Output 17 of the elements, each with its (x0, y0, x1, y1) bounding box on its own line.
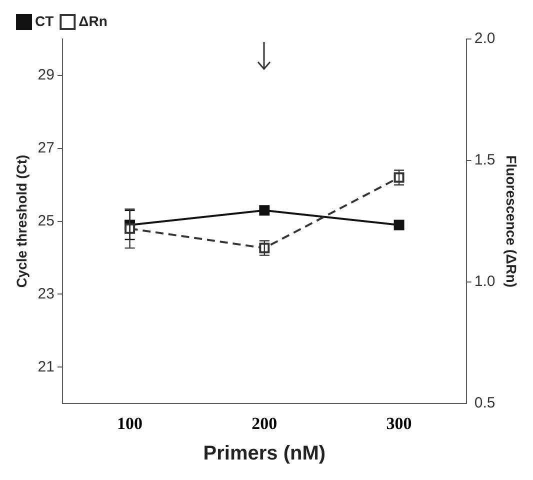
legend-label: ΔRn (78, 12, 108, 29)
y-tick-label: 27 (38, 140, 54, 157)
y2-tick-label: 1.0 (474, 273, 496, 290)
x-tick-label: 100 (117, 414, 143, 434)
y-axis-title: Cycle threshold (Ct) (13, 154, 30, 288)
y-tick-label: 23 (38, 285, 54, 302)
x-axis-title: Primers (nM) (203, 442, 326, 465)
y-tick-label: 25 (38, 212, 54, 230)
y2-tick-label: 0.5 (474, 394, 496, 412)
y-tick-label: 29 (38, 66, 54, 84)
y2-tick-label: 2.0 (474, 30, 496, 48)
x-tick-label: 300 (386, 414, 412, 434)
y-tick-label: 21 (38, 358, 54, 376)
y2-tick-label: 1.5 (474, 152, 496, 169)
x-tick-label: 200 (252, 414, 278, 434)
y2-axis-title: Fluorescence (ΔRn) (504, 155, 520, 288)
legend-label: CT (35, 12, 54, 29)
